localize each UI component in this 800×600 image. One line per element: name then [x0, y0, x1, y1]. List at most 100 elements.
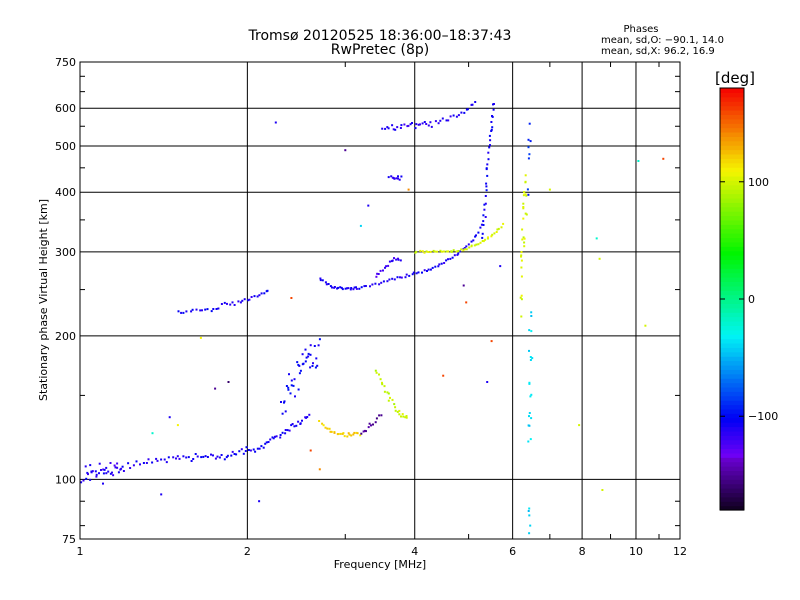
echo-point	[490, 128, 493, 131]
echo-point	[187, 456, 190, 459]
echo-point	[421, 271, 423, 274]
echo-point	[272, 437, 275, 440]
echo-point	[414, 127, 417, 130]
echo-point	[395, 177, 398, 180]
echo-point	[451, 256, 454, 259]
echo-point	[400, 415, 402, 418]
echo-point	[528, 329, 531, 332]
echo-point	[528, 382, 531, 385]
echo-point	[399, 127, 402, 129]
echo-point	[321, 279, 324, 282]
echo-point	[529, 395, 532, 398]
echo-point	[172, 456, 175, 459]
echo-point	[98, 472, 100, 475]
echo-point	[217, 307, 220, 310]
echo-point	[468, 246, 471, 249]
echo-point	[497, 227, 500, 230]
echo-point	[527, 193, 530, 196]
echo-point	[374, 282, 377, 285]
echo-point	[340, 286, 343, 289]
echo-point	[471, 103, 474, 106]
colorbar-segment	[720, 153, 744, 159]
echo-point	[403, 123, 406, 126]
echo-point	[341, 288, 344, 291]
echo-point	[522, 217, 525, 220]
echo-point	[479, 241, 482, 244]
echo-point	[239, 301, 242, 304]
echo-point	[387, 264, 390, 267]
x-tick-label: 12	[673, 545, 687, 558]
echo-point	[237, 300, 240, 303]
isolated-echo-point	[290, 297, 293, 299]
echo-point	[290, 424, 293, 427]
x-tick-label: 4	[411, 545, 418, 558]
echo-point	[266, 289, 269, 292]
x-tick-label: 8	[579, 545, 586, 558]
echo-point	[411, 122, 413, 124]
echo-point	[387, 127, 390, 130]
echo-point	[528, 507, 531, 510]
colorbar-segment	[720, 364, 744, 370]
echo-point	[473, 244, 476, 247]
echo-point	[374, 369, 377, 372]
echo-point	[113, 464, 116, 467]
echo-point	[520, 251, 523, 254]
echo-point	[297, 388, 300, 391]
echo-point	[304, 360, 307, 363]
echo-point	[456, 253, 459, 256]
colorbar-segment	[720, 391, 744, 397]
echo-point	[405, 415, 408, 417]
colorbar-segment	[720, 92, 744, 98]
echo-point	[229, 303, 232, 306]
echo-point	[263, 292, 266, 295]
chart-subtitle: RwPretec (8p)	[331, 42, 429, 58]
echo-point	[85, 477, 88, 480]
echo-point	[98, 462, 101, 465]
colorbar-segment	[720, 219, 744, 225]
echo-point	[460, 111, 463, 114]
y-tick-label: 750	[55, 56, 76, 69]
echo-point	[369, 285, 371, 288]
echo-point	[119, 468, 122, 471]
echo-point	[489, 144, 491, 147]
echo-point	[288, 373, 290, 376]
phase-colorbar: −100 0 100	[719, 87, 778, 511]
echo-point	[443, 262, 446, 264]
echo-point	[359, 434, 362, 437]
echo-point	[319, 279, 322, 282]
echo-point	[201, 309, 203, 312]
echo-point	[381, 127, 384, 130]
echo-point	[225, 456, 228, 459]
echo-point	[529, 140, 532, 143]
echo-point	[293, 425, 296, 428]
isolated-echo-point	[442, 374, 445, 377]
colorbar-segment	[720, 88, 744, 93]
echo-point	[434, 120, 437, 123]
echo-point	[156, 459, 159, 462]
echo-point	[467, 243, 470, 246]
echo-point	[102, 472, 105, 475]
echo-point	[116, 462, 119, 465]
echo-point	[231, 301, 234, 304]
echo-point	[472, 239, 475, 242]
colorbar-segment	[720, 140, 744, 146]
echo-point	[415, 123, 418, 126]
echo-point	[91, 470, 94, 473]
echo-point	[419, 123, 421, 126]
echo-point	[528, 514, 531, 517]
y-tick-label: 600	[55, 102, 76, 115]
echo-point	[520, 255, 522, 258]
y-axis-ticks: 75 100 200 300 400 500 600 750	[55, 56, 680, 546]
echo-point	[364, 285, 367, 287]
echo-point	[325, 283, 328, 286]
echo-point	[317, 344, 320, 347]
echo-point	[329, 430, 332, 433]
colorbar-segment	[720, 224, 744, 230]
echo-point	[475, 234, 477, 237]
colorbar-segment	[720, 263, 744, 269]
echo-point	[127, 462, 130, 465]
echo-point	[139, 463, 141, 466]
colorbar-segment	[720, 189, 744, 195]
echo-point	[425, 250, 428, 253]
echo-point	[230, 454, 233, 457]
